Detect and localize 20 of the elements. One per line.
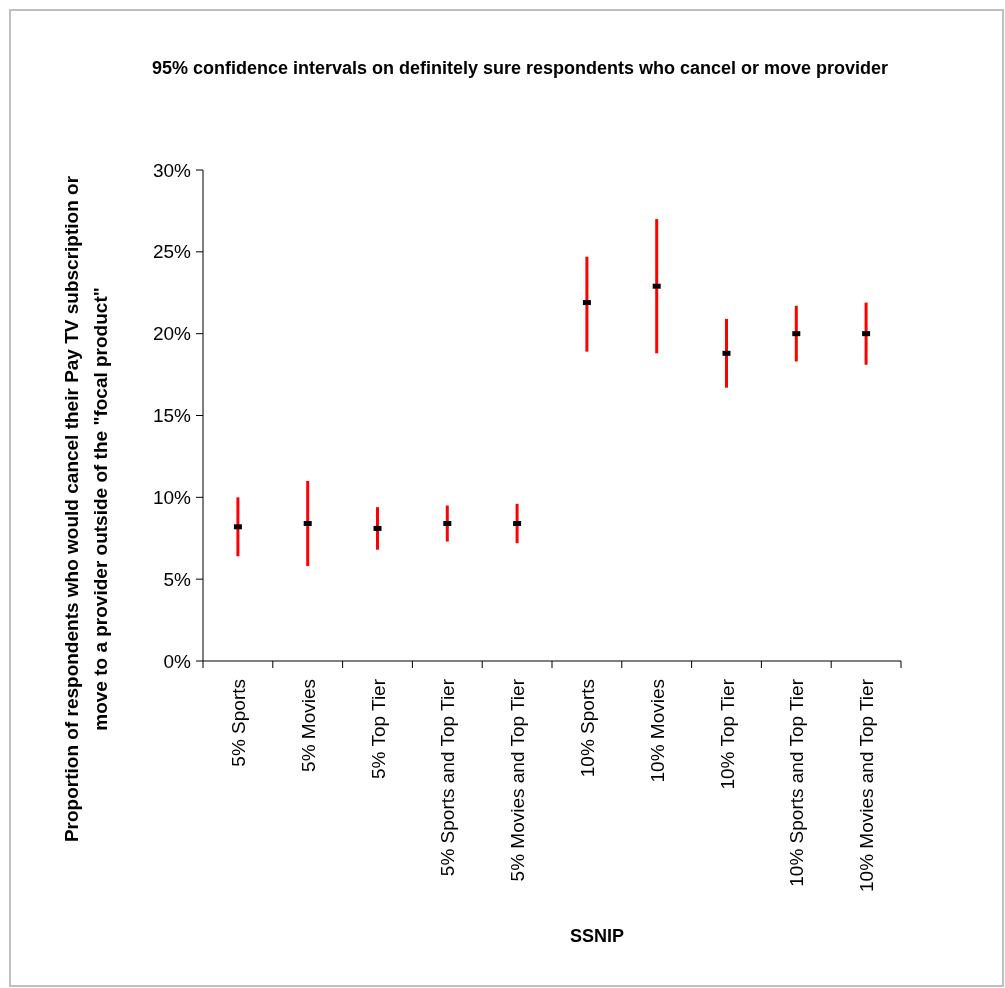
x-tick-label: 5% Sports and Top Tier <box>437 678 459 877</box>
x-tick-label: 5% Movies and Top Tier <box>507 678 529 882</box>
x-tick-label: 10% Top Tier <box>716 678 738 790</box>
y-tick-label: 0% <box>163 650 192 672</box>
y-tick-label: 25% <box>152 241 192 263</box>
x-tick-label: 5% Movies <box>297 679 319 772</box>
x-tick-label: 10% Sports <box>576 679 598 778</box>
y-tick-label: 30% <box>152 159 192 181</box>
y-tick-label: 5% <box>163 568 192 590</box>
x-axis-title: SSNIP <box>569 926 625 946</box>
x-tick-label: 10% Movies and Top Tier <box>856 678 878 892</box>
x-tick-label: 10% Movies <box>646 679 668 783</box>
x-tick-label: 5% Top Tier <box>367 678 389 779</box>
chart-title: 95% confidence intervals on definitely sure respondents who cancel or move provider <box>151 58 889 78</box>
x-tick-label: 5% Sports <box>227 679 249 767</box>
y-tick-label: 15% <box>152 405 192 427</box>
y-tick-label: 10% <box>152 486 192 508</box>
x-tick-label: 10% Sports and Top Tier <box>786 678 808 887</box>
y-axis-title: Proportion of respondents who would cancel their Pay TV subscription or move to a provider outside of the "focal product" <box>61 175 111 843</box>
y-tick-label: 20% <box>152 323 192 345</box>
